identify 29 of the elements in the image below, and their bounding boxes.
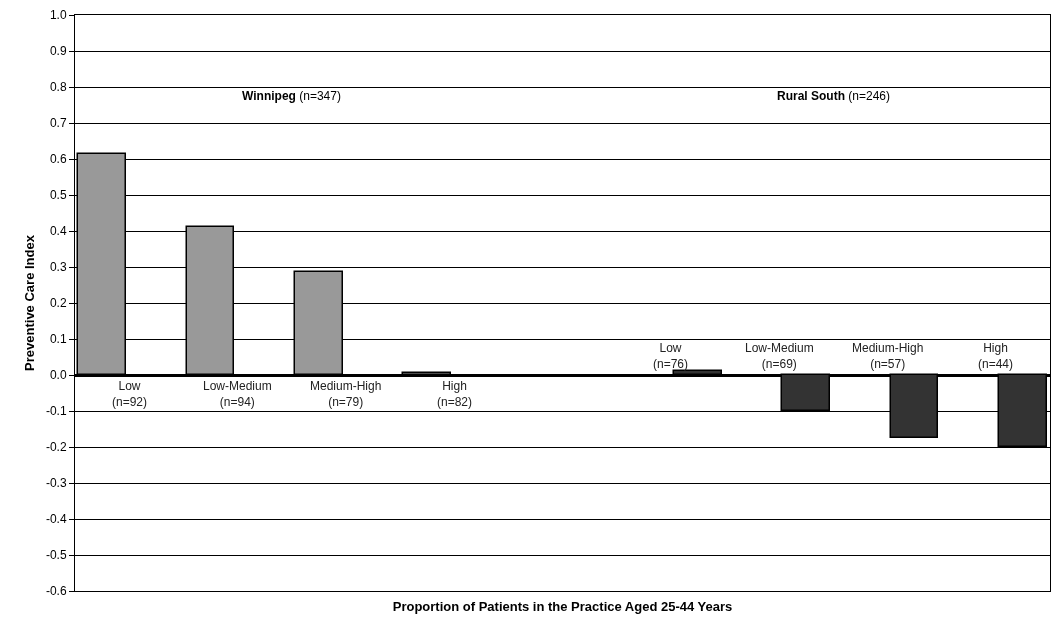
x-tick-label: High (n=82) [437, 379, 473, 409]
annotation: Rural South (n=246) [777, 89, 891, 103]
y-tick-label: 0.5 [49, 188, 67, 203]
y-tick-label: -0.4 [45, 512, 67, 527]
y-tick-label: -0.2 [45, 440, 67, 455]
y-tick-label: 0.1 [49, 332, 67, 347]
y-axis-title: Preventive Care Index [21, 234, 37, 371]
y-tick-label: 1.0 [49, 8, 67, 23]
y-tick-label: 0.3 [49, 260, 67, 275]
y-tick-label: 0.9 [49, 44, 67, 59]
y-tick-label: 0.0 [49, 368, 67, 383]
x-tick-label: Medium-High (n=57) [852, 341, 924, 371]
x-tick-label: Low (n=92) [112, 379, 148, 409]
y-tick-label: 0.7 [49, 116, 67, 131]
x-axis-title: Proportion of Patients in the Practice Aged 25-44 Years [392, 598, 733, 614]
y-tick-label: -0.1 [45, 404, 67, 419]
y-tick-label: 0.2 [49, 296, 67, 311]
y-tick-label: 0.8 [49, 80, 67, 95]
x-tick-label: High (n=44) [978, 341, 1014, 371]
x-tick-label: Low-Medium (n=94) [203, 379, 272, 409]
x-tick-label: Low-Medium (n=69) [745, 341, 814, 371]
x-tick-label: Medium-High (n=79) [310, 379, 382, 409]
annotation: Winnipeg (n=347) [242, 89, 341, 103]
y-tick-label: -0.3 [45, 476, 67, 491]
y-tick-label: -0.5 [45, 548, 67, 563]
y-tick-label: 0.6 [49, 152, 67, 167]
y-tick-label: 0.4 [49, 224, 67, 239]
y-tick-label: -0.6 [45, 584, 67, 599]
x-tick-label: Low (n=76) [653, 341, 689, 371]
